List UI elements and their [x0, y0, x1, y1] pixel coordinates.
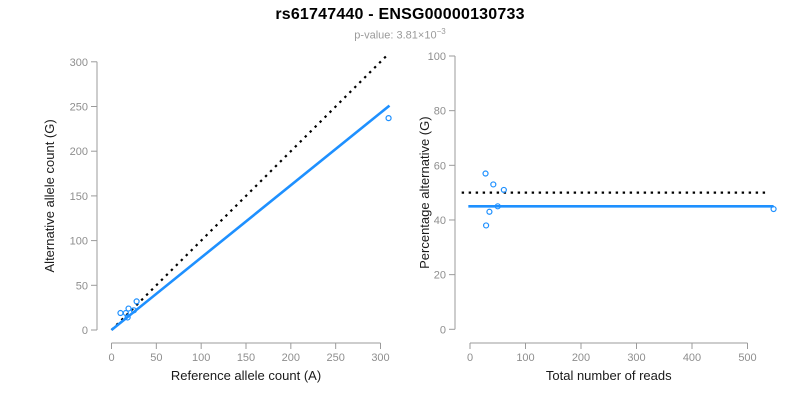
data-point	[494, 203, 501, 210]
data-point	[124, 314, 131, 321]
x-tick-label: 200	[572, 352, 590, 364]
x-tick-label: 400	[683, 352, 701, 364]
y-tick-label: 80	[434, 106, 446, 118]
x-tick-label: 250	[326, 352, 344, 364]
x-tick-label: 100	[516, 352, 534, 364]
figure-subtitle: p-value: 3.81×10−3	[0, 27, 800, 42]
data-point	[490, 181, 497, 188]
y-tick-label: 60	[434, 160, 446, 172]
y-tick-label: 0	[440, 324, 446, 336]
y-tick-label: 300	[70, 57, 88, 69]
y-tick-label: 100	[428, 51, 446, 63]
figure-title: rs61747440 - ENSG00000130733	[275, 6, 525, 23]
y-tick-label: 200	[70, 146, 88, 158]
data-point	[385, 115, 392, 122]
p-value-exponent: −3	[436, 27, 446, 36]
figure-header: rs61747440 - ENSG00000130733 p-value: 3.…	[0, 6, 800, 42]
x-axis-title: Total number of reads	[546, 368, 672, 383]
y-tick-label: 40	[434, 215, 446, 227]
data-point	[130, 307, 138, 314]
x-tick-label: 300	[371, 352, 389, 364]
y-tick-label: 100	[70, 236, 88, 248]
y-axis-title: Alternative allele count (G)	[42, 119, 57, 272]
data-point	[482, 222, 490, 229]
scatter-plot-svg: 0 20 40 60 80 100 0 100 200 300 400 500 Total number…	[417, 51, 777, 383]
regression-line	[110, 104, 391, 332]
left-scatter-chart-allele-counts: 0 50 100 150 200 250 300 0 50 100 150 200 250 300 Refe…	[0, 40, 400, 400]
y-tick-label: 20	[434, 270, 446, 282]
scatter-plot-svg: 0 50 100 150 200 250 300 0 50 100 150 200 250 300 Refe…	[42, 55, 392, 383]
y-axis-title: Percentage alternative (G)	[417, 116, 432, 268]
data-point	[486, 208, 493, 215]
data-point	[117, 309, 124, 317]
x-tick-label: 300	[627, 352, 645, 364]
data-point	[500, 186, 507, 194]
data-point	[133, 298, 140, 305]
right-scatter-chart-percentage-alternative: 0 20 40 60 80 100 0 100 200 300 400 500 Total number…	[400, 40, 800, 400]
x-tick-label: 50	[150, 352, 162, 364]
x-tick-label: 0	[108, 352, 114, 364]
x-tick-label: 150	[237, 352, 255, 364]
y-tick-label: 0	[82, 325, 88, 337]
x-tick-label: 0	[467, 352, 473, 364]
x-axis-title: Reference allele count (A)	[171, 368, 321, 383]
y-tick-label: 150	[70, 191, 88, 203]
data-point	[770, 205, 777, 213]
y-tick-label: 250	[70, 102, 88, 114]
data-point	[125, 305, 132, 312]
identity-line	[110, 55, 387, 331]
x-tick-label: 200	[282, 352, 300, 364]
y-tick-label: 50	[76, 280, 88, 292]
data-point	[482, 170, 489, 177]
x-tick-label: 100	[192, 352, 210, 364]
p-value-text: p-value: 3.81×10	[354, 29, 437, 42]
x-tick-label: 500	[738, 352, 756, 364]
